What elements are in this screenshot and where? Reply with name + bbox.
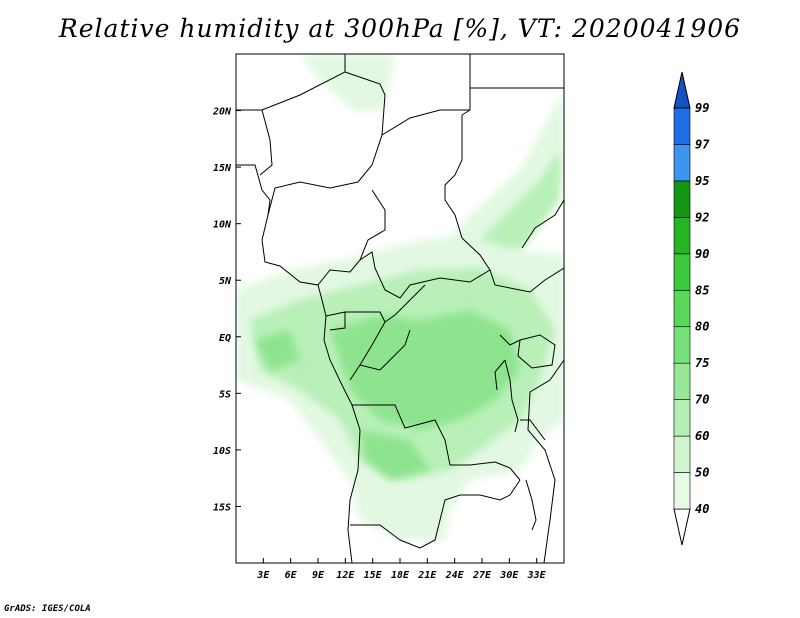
border-path	[352, 404, 521, 481]
colorbar-label: 40	[695, 502, 709, 516]
lon-label: 18E	[391, 570, 410, 581]
colorbar-min-triangle	[673, 508, 691, 546]
colorbar-label: 80	[695, 320, 709, 334]
map-title: Relative humidity at 300hPa [%], VT: 202…	[58, 14, 742, 43]
lon-label: 15E	[364, 570, 383, 581]
border-path	[499, 334, 521, 346]
lat-label: 20N	[212, 107, 232, 118]
colorbar: 40 50 60 70 75 80 85 90 92 95 97 99	[673, 71, 710, 546]
coastlines-borders	[236, 54, 564, 563]
colorbar-swatch	[673, 472, 691, 510]
colorbar-swatch	[673, 435, 691, 473]
lat-label: 10S	[213, 446, 231, 457]
lake-victoria-path	[517, 334, 556, 369]
lon-label: 27E	[472, 570, 492, 581]
border-path	[444, 109, 471, 239]
lat-label: 5S	[219, 389, 231, 400]
west-africa-coastline-path	[236, 54, 361, 563]
colorbar-label: 50	[695, 466, 709, 480]
longitude-ticks: 3E 6E 9E 12E 15E 18E 21E 24E 27E 30E 33E	[256, 558, 547, 581]
lake-tanganyika-path	[504, 359, 519, 433]
colorbar-swatch	[673, 144, 691, 182]
lon-label: 9E	[312, 570, 325, 581]
border-path	[381, 54, 471, 136]
colorbar-swatch	[673, 289, 691, 328]
grads-credit: GrADS: IGES/COLA	[4, 604, 91, 614]
lat-label: 5N	[219, 276, 232, 287]
border-path	[317, 189, 386, 286]
lon-label: 12E	[336, 570, 355, 581]
colorbar-swatch	[673, 326, 691, 364]
latitude-ticks: 20N 15N 10N 5N EQ 5S 10S 15S	[212, 107, 241, 513]
lat-label: 10N	[213, 220, 232, 231]
lake-malawi-path	[525, 479, 537, 531]
east-africa-coastline-path	[527, 359, 564, 563]
colorbar-swatch	[673, 107, 691, 145]
colorbar-label: 99	[695, 101, 709, 115]
border-path	[521, 199, 564, 249]
lat-label: EQ	[219, 333, 231, 344]
lat-label: 15N	[213, 163, 232, 174]
border-path	[261, 54, 346, 111]
colorbar-label: 97	[695, 137, 710, 151]
lon-label: 6E	[285, 570, 298, 581]
border-path	[350, 524, 401, 541]
colorbar-swatch	[673, 217, 691, 255]
colorbar-swatch	[673, 399, 691, 437]
colorbar-label: 60	[695, 429, 709, 443]
border-path	[494, 359, 506, 391]
lon-label: 21E	[417, 570, 437, 581]
colorbar-swatch	[673, 253, 691, 291]
colorbar-label: 92	[695, 210, 709, 224]
border-path	[359, 251, 564, 299]
border-path	[461, 237, 491, 271]
colorbar-max-triangle	[673, 71, 691, 109]
border-path	[520, 419, 546, 441]
border-path	[359, 329, 411, 371]
lon-label: 30E	[499, 570, 519, 581]
border-path	[236, 109, 273, 176]
lon-label: 24E	[445, 570, 465, 581]
border-path	[384, 284, 426, 323]
lon-label: 33E	[527, 570, 547, 581]
colorbar-label: 95	[695, 174, 709, 188]
border-path	[267, 71, 386, 216]
colorbar-label: 90	[695, 247, 709, 261]
colorbar-label: 85	[695, 283, 709, 297]
border-path	[325, 311, 346, 331]
colorbar-label: 75	[695, 356, 709, 370]
lon-label: 3E	[256, 570, 270, 581]
border-path	[399, 479, 521, 549]
humidity-shading	[236, 54, 564, 540]
colorbar-swatch	[673, 362, 691, 400]
colorbar-label: 70	[695, 393, 709, 407]
lat-label: 15S	[213, 502, 231, 513]
border-path	[345, 311, 386, 381]
colorbar-swatch	[673, 180, 691, 218]
